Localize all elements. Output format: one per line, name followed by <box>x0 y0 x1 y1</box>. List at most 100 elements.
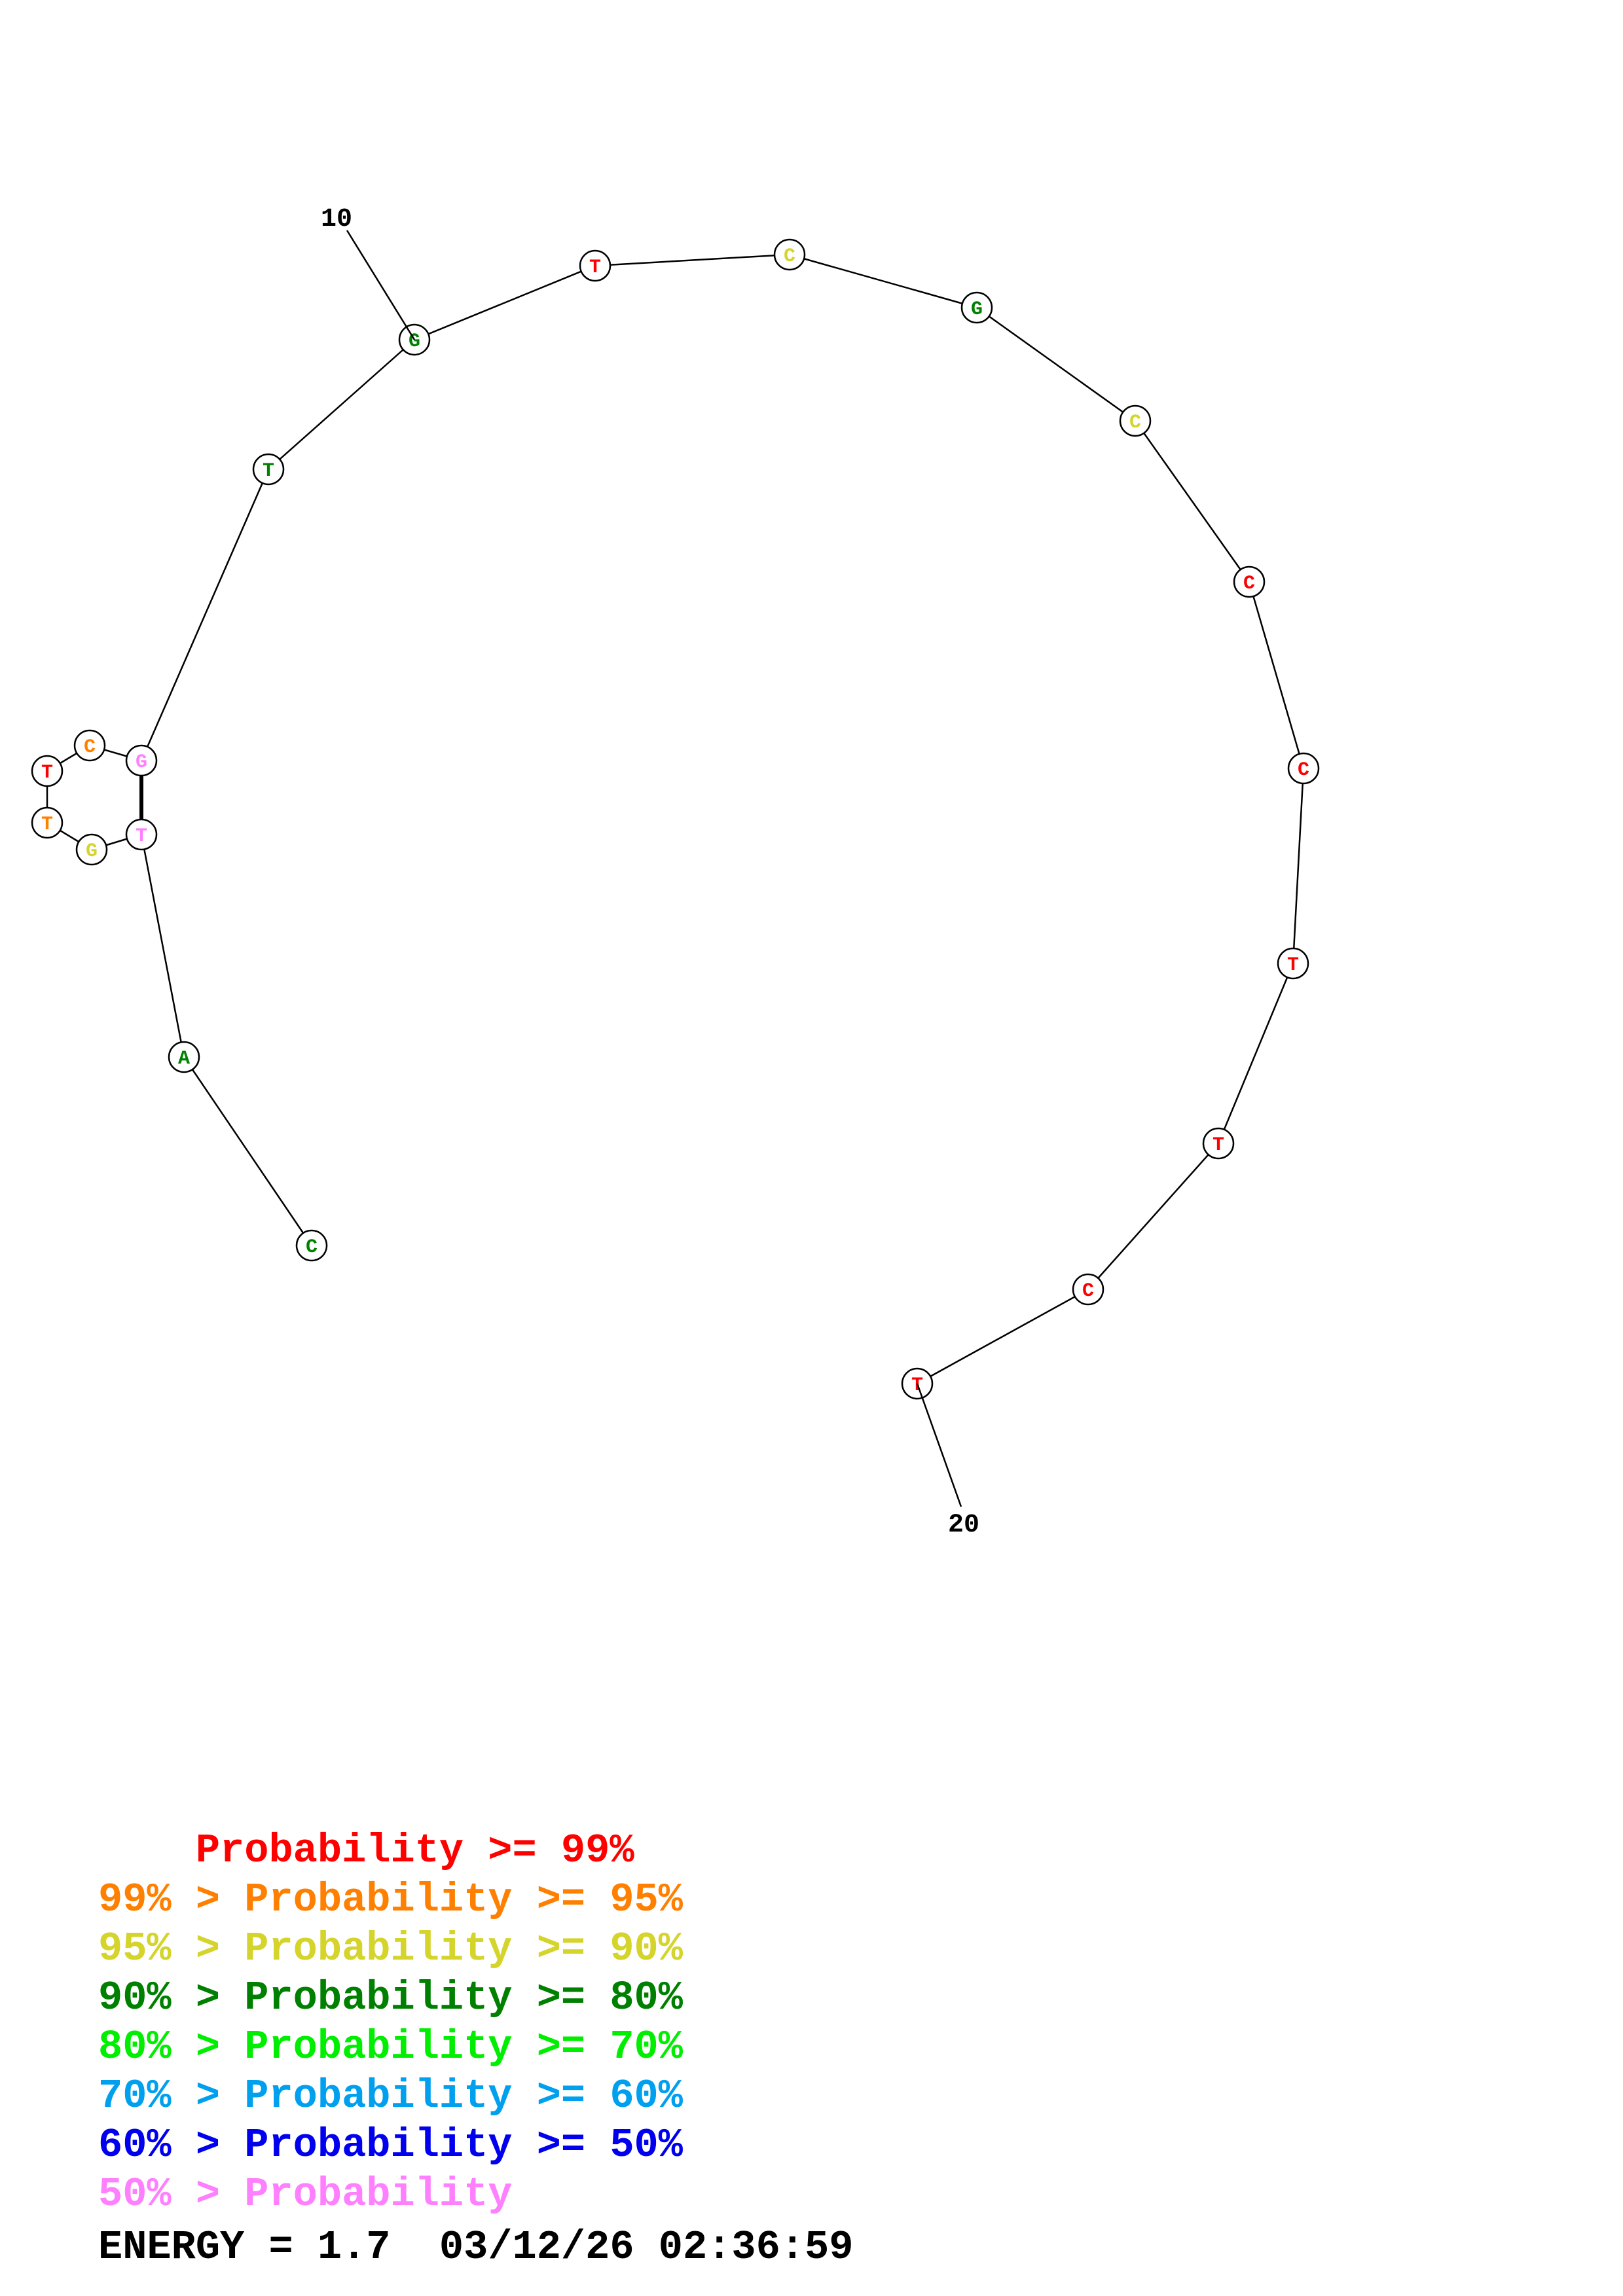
nucleotide-circle <box>773 238 806 271</box>
nucleotide-2: A <box>168 1041 200 1073</box>
backbone-segment <box>594 253 790 267</box>
legend-label: Probability >= 50% <box>244 2122 683 2168</box>
nucleotide-3: T <box>125 818 158 851</box>
legend-row: 60% > Probability >= 50% <box>98 2121 683 2170</box>
nucleotide-letter: C <box>84 736 96 759</box>
legend-prefix: 90% > <box>98 1975 245 2021</box>
nucleotide-circle <box>31 806 64 839</box>
legend-label: Probability <box>244 2171 513 2217</box>
nucleotide-13: G <box>960 291 993 324</box>
energy-value: ENERGY = 1.7 <box>98 2224 391 2270</box>
backbone-segment <box>976 306 1136 422</box>
nucleotide-4: G <box>75 833 108 866</box>
nucleotide-letter: C <box>784 245 795 268</box>
index-label-10: 10 <box>321 205 352 234</box>
nucleotide-letter: A <box>178 1048 190 1070</box>
nucleotide-letter: T <box>41 814 53 836</box>
nucleotide-6: T <box>31 755 64 787</box>
legend-row: 90% > Probability >= 80% <box>98 1973 683 2022</box>
backbone-segment <box>140 834 185 1058</box>
nucleotide-18: T <box>1202 1127 1235 1160</box>
legend-label: Probability >= 95% <box>244 1876 683 1923</box>
index-tick <box>916 1383 962 1507</box>
nucleotide-8: G <box>125 744 158 777</box>
index-labels: 10 20 <box>321 205 979 1540</box>
nucleotide-15: C <box>1233 565 1266 598</box>
legend-row: 80% > Probability >= 70% <box>98 2022 683 2072</box>
nucleotide-11: T <box>579 249 611 282</box>
legend-prefix: 80% > <box>98 2024 245 2070</box>
backbone-segment <box>917 1288 1089 1385</box>
nucleotide-5: T <box>31 806 64 839</box>
index-label-20: 20 <box>948 1511 979 1540</box>
nucleotide-letter: C <box>1129 412 1141 434</box>
legend-prefix <box>98 1827 196 1874</box>
backbone-segment <box>789 253 977 309</box>
legend-prefix: 99% > <box>98 1876 245 1923</box>
nucleotide-circle <box>1233 565 1266 598</box>
nucleotide-1: C <box>295 1229 328 1262</box>
nucleotide-letter: C <box>1298 759 1309 781</box>
nucleotide-letter: C <box>306 1236 318 1259</box>
backbone-segment <box>268 339 415 470</box>
nucleotide-letter: T <box>589 257 601 279</box>
backbone-segment <box>414 264 596 341</box>
legend-row: 50% > Probability <box>98 2170 683 2219</box>
nucleotide-circle <box>125 818 158 851</box>
legend-row: 70% > Probability >= 60% <box>98 2072 683 2121</box>
backbone-segment <box>1087 1143 1219 1290</box>
index-tick <box>346 230 416 340</box>
legend-row: Probability >= 99% <box>98 1826 683 1875</box>
nucleotide-circle <box>579 249 611 282</box>
nucleotide-14: C <box>1119 404 1152 437</box>
nucleotide-19: C <box>1072 1273 1104 1306</box>
nucleotide-circle <box>295 1229 328 1262</box>
nucleotide-letter: T <box>263 460 274 482</box>
nucleotide-nodes: CATGTTCGTGTCGCCCTTCT <box>31 238 1320 1400</box>
nucleotide-letter: G <box>136 751 147 774</box>
nucleotide-letter: G <box>86 840 98 863</box>
nucleotide-circle <box>1119 404 1152 437</box>
backbone-segment <box>1248 581 1305 769</box>
timestamp: 03/12/26 02:36:59 <box>439 2224 854 2270</box>
probability-legend: Probability >= 99% 99% > Probability >= 9… <box>98 1826 683 2219</box>
legend-prefix: 95% > <box>98 1926 245 1972</box>
energy-footer: ENERGY = 1.7 03/12/26 02:36:59 <box>98 2224 853 2270</box>
legend-label: Probability >= 80% <box>244 1975 683 2021</box>
nucleotide-circle <box>73 729 106 762</box>
nucleotide-circle <box>168 1041 200 1073</box>
nucleotide-9: T <box>252 453 285 486</box>
nucleotide-7: C <box>73 729 106 762</box>
legend-prefix: 50% > <box>98 2171 245 2217</box>
nucleotide-16: C <box>1287 752 1320 785</box>
nucleotide-letter: T <box>41 762 53 784</box>
nucleotide-circle <box>1277 947 1309 980</box>
nucleotide-17: T <box>1277 947 1309 980</box>
nucleotide-circle <box>31 755 64 787</box>
nucleotide-circle <box>1287 752 1320 785</box>
legend-prefix: 60% > <box>98 2122 245 2168</box>
legend-label: Probability >= 60% <box>244 2073 683 2119</box>
nucleotide-letter: G <box>971 298 983 321</box>
nucleotide-circle <box>252 453 285 486</box>
legend-row: 95% > Probability >= 90% <box>98 1924 683 1973</box>
nucleotide-circle <box>75 833 108 866</box>
legend-label: Probability >= 99% <box>195 1827 634 1874</box>
legend-label: Probability >= 90% <box>244 1926 683 1972</box>
backbone-lines <box>46 253 1305 1385</box>
backbone-segment <box>1292 768 1305 964</box>
backbone-segment <box>140 469 270 761</box>
nucleotide-letter: C <box>1082 1280 1094 1302</box>
backbone-segment <box>1217 963 1294 1144</box>
nucleotide-circle <box>1202 1127 1235 1160</box>
nucleotide-circle <box>125 744 158 777</box>
nucleotide-circle <box>1072 1273 1104 1306</box>
backbone-segment <box>1134 420 1250 583</box>
nucleotide-letter: C <box>1243 573 1255 595</box>
legend-row: 99% > Probability >= 95% <box>98 1875 683 1924</box>
nucleotide-letter: T <box>136 825 147 848</box>
backbone-segment <box>183 1056 313 1246</box>
nucleotide-letter: T <box>1213 1134 1224 1157</box>
nucleotide-letter: T <box>1287 954 1299 977</box>
